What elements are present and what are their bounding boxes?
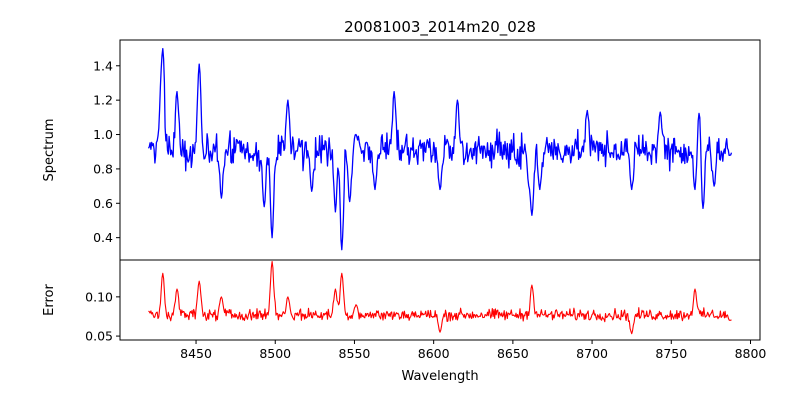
- x-axis-ticks: 8450 8500 8550 8600 8650 8700 8750 8800: [180, 340, 766, 361]
- spectrum-y-tick-label: 1.2: [93, 93, 113, 108]
- error-y-tick-label: 0.05: [85, 329, 113, 344]
- error-panel: 0.05 0.10 Error: [42, 259, 761, 344]
- x-tick-label: 8600: [418, 346, 450, 361]
- error-series-line: [148, 261, 732, 335]
- x-axis-label: Wavelength: [401, 369, 478, 384]
- spectrum-y-tick-label: 0.6: [93, 196, 113, 211]
- x-tick-label: 8750: [655, 346, 687, 361]
- spectrum-y-tick-label: 0.8: [93, 161, 113, 176]
- x-tick-label: 8450: [180, 346, 212, 361]
- spectrum-y-tick-label: 0.4: [93, 230, 113, 245]
- chart-title: 20081003_2014m20_028: [344, 18, 536, 37]
- spectrum-series-line: [147, 47, 733, 251]
- error-y-axis-label: Error: [42, 284, 57, 316]
- error-y-tick-label: 0.10: [85, 289, 113, 304]
- x-tick-label: 8800: [735, 346, 767, 361]
- error-y-ticks: 0.05 0.10: [85, 289, 120, 344]
- spectrum-y-axis-label: Spectrum: [42, 119, 57, 182]
- spectrum-panel: 0.4 0.6 0.8 1.0 1.2 1.4 Spectrum: [42, 39, 761, 261]
- error-plot-frame: [119, 259, 761, 341]
- spectrum-y-tick-label: 1.4: [93, 58, 113, 73]
- x-tick-label: 8650: [497, 346, 529, 361]
- x-tick-label: 8700: [576, 346, 608, 361]
- x-tick-label: 8550: [339, 346, 371, 361]
- x-tick-label: 8500: [259, 346, 291, 361]
- spectrum-y-tick-label: 1.0: [93, 127, 113, 142]
- spectrum-y-ticks: 0.4 0.6 0.8 1.0 1.2 1.4: [93, 58, 120, 245]
